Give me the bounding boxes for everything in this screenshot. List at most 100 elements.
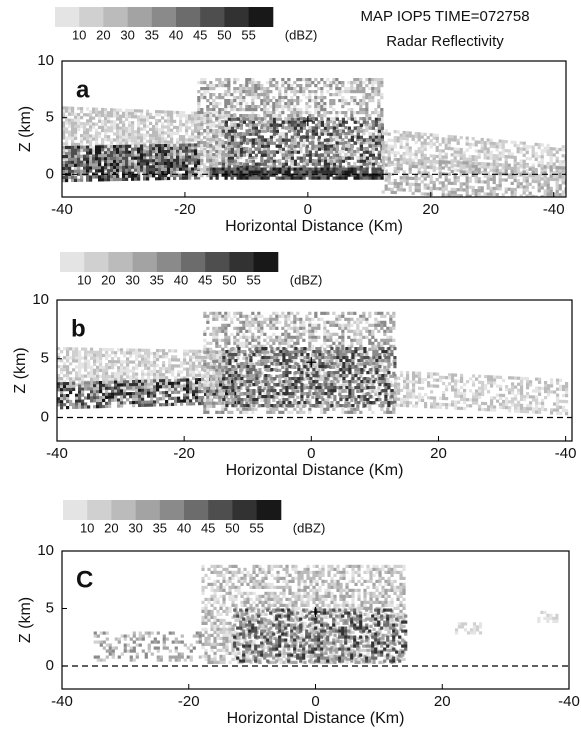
echo [74, 137, 77, 140]
echo [285, 127, 288, 130]
echo [107, 135, 110, 138]
echo [448, 147, 451, 150]
echo [161, 128, 164, 131]
echo [140, 118, 143, 121]
echo [329, 105, 332, 108]
echo [206, 150, 209, 153]
echo [360, 168, 363, 171]
echo [143, 119, 146, 122]
echo [394, 170, 397, 173]
echo [176, 156, 179, 159]
echo [120, 360, 123, 363]
echo [308, 111, 311, 114]
echo [147, 352, 150, 355]
echo [237, 142, 240, 145]
echo [152, 137, 155, 140]
echo [336, 145, 339, 148]
echo [123, 383, 126, 386]
echo [71, 149, 74, 152]
echo [228, 163, 231, 166]
echo [460, 151, 463, 154]
echo [460, 182, 463, 185]
echo [267, 177, 270, 180]
echo [179, 135, 182, 138]
echo [317, 114, 320, 117]
echo [562, 193, 565, 196]
echo [252, 168, 255, 171]
echo [541, 167, 544, 170]
echo [347, 81, 350, 84]
echo [371, 78, 374, 81]
echo [445, 147, 448, 150]
echo [99, 390, 102, 393]
echo [86, 119, 89, 122]
echo [129, 378, 132, 381]
echo [141, 389, 144, 392]
echo [161, 122, 164, 125]
echo [174, 355, 177, 358]
echo [266, 99, 269, 102]
echo [179, 150, 182, 153]
echo [421, 162, 424, 165]
echo [403, 188, 406, 191]
echo [212, 163, 215, 166]
echo [339, 124, 342, 127]
echo [135, 386, 138, 389]
echo [466, 171, 469, 174]
echo [258, 139, 261, 142]
echo [195, 365, 198, 368]
echo [377, 99, 380, 102]
echo [111, 396, 114, 399]
echo [170, 120, 173, 123]
echo [75, 374, 78, 377]
echo [89, 110, 92, 113]
echo [445, 153, 448, 156]
echo [114, 372, 117, 375]
echo [249, 154, 252, 157]
y-tick-label: 0 [46, 165, 54, 182]
echo [66, 388, 69, 391]
echo [394, 151, 397, 154]
colorbar-label: 55 [246, 272, 260, 287]
echo [176, 165, 179, 168]
echo [200, 78, 203, 81]
echo [209, 159, 212, 162]
echo [96, 396, 99, 399]
echo [104, 166, 107, 169]
echo [104, 111, 107, 114]
echo [378, 151, 381, 154]
echo [108, 348, 111, 351]
echo [336, 118, 339, 121]
echo [357, 121, 360, 124]
echo [86, 146, 89, 149]
echo [75, 400, 78, 403]
echo [144, 367, 147, 370]
echo [427, 160, 430, 163]
echo [197, 135, 200, 138]
echo [206, 108, 209, 111]
echo [508, 164, 511, 167]
echo [451, 182, 454, 185]
echo [291, 124, 294, 127]
echo [469, 177, 472, 180]
echo [353, 102, 356, 105]
echo [242, 87, 245, 90]
echo [95, 111, 98, 114]
echo [273, 151, 276, 154]
echo [219, 171, 222, 174]
echo [150, 352, 153, 355]
echo [362, 90, 365, 93]
echo [309, 160, 312, 163]
echo [125, 160, 128, 163]
echo [261, 130, 264, 133]
echo [141, 355, 144, 358]
echo [63, 385, 66, 388]
echo [385, 187, 388, 190]
echo [409, 155, 412, 158]
echo [84, 348, 87, 351]
echo [230, 99, 233, 102]
echo [366, 168, 369, 171]
echo [263, 93, 266, 96]
echo [191, 155, 194, 158]
echo [255, 168, 258, 171]
